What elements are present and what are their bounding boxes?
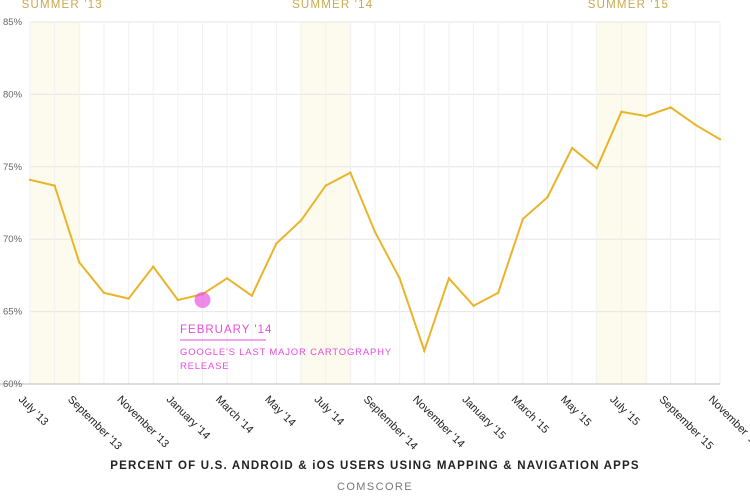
data-point <box>398 277 401 280</box>
chart-source: COMSCORE <box>337 481 413 493</box>
y-tick-label: 60% <box>3 379 23 390</box>
data-point <box>78 261 81 264</box>
season-label-1: SUMMER '13 <box>22 0 103 11</box>
x-tick-label: July '13 <box>16 394 51 429</box>
x-tick-label: March '15 <box>509 394 551 436</box>
data-series <box>28 106 722 354</box>
season-label-2: SUMMER '14 <box>292 0 373 11</box>
annotation-text-line: GOOGLE'S LAST MAJOR CARTOGRAPHY <box>180 347 392 358</box>
y-tick-label: 70% <box>3 234 23 245</box>
chart-title: PERCENT OF U.S. ANDROID & iOS USERS USIN… <box>110 460 640 472</box>
data-point <box>447 277 451 280</box>
data-point <box>102 291 106 294</box>
annotation-text-line: RELEASE <box>180 361 229 372</box>
data-point <box>595 167 598 170</box>
x-tick-label: May '14 <box>262 394 297 429</box>
data-point <box>644 114 648 118</box>
y-tick-label: 75% <box>3 162 23 173</box>
gridlines <box>0 21 721 385</box>
data-point <box>521 217 525 221</box>
data-point <box>225 277 229 280</box>
season-label-3: SUMMER '15 <box>588 0 669 11</box>
annotation-marker <box>194 292 211 309</box>
data-point <box>324 184 327 187</box>
data-point <box>423 349 426 352</box>
x-tick-label: January '14 <box>164 394 212 442</box>
y-tick-label: 85% <box>3 17 23 28</box>
season-labels: SUMMER '13 SUMMER '14 SUMMER '15 <box>22 0 669 11</box>
x-tick-label: March '14 <box>213 394 255 436</box>
y-axis: 60% 65% 70% 75% 80% 85% <box>3 17 23 390</box>
data-point <box>694 123 697 127</box>
data-point <box>275 242 278 245</box>
data-point <box>497 291 500 294</box>
x-tick-label: July '14 <box>312 394 347 429</box>
data-point <box>620 110 623 113</box>
annotation: FEBRUARY '14 GOOGLE'S LAST MAJOR CARTOGRA… <box>180 292 392 372</box>
x-tick-label: January '15 <box>459 394 507 442</box>
data-point <box>349 171 352 174</box>
data-point <box>152 265 155 268</box>
data-point <box>28 178 32 182</box>
data-point <box>250 294 253 297</box>
x-tick-label: May '15 <box>558 394 593 429</box>
data-point <box>373 230 377 234</box>
data-point <box>669 106 672 109</box>
x-tick-label: July '15 <box>607 394 642 429</box>
data-point <box>127 297 130 300</box>
annotation-title: FEBRUARY '14 <box>180 324 272 336</box>
y-tick-label: 80% <box>3 89 23 100</box>
data-point <box>53 184 56 187</box>
data-point <box>718 138 722 141</box>
summer-band-1 <box>30 22 81 384</box>
data-point <box>570 146 574 150</box>
data-point <box>299 219 303 222</box>
data-point <box>472 304 475 308</box>
y-tick-label: 65% <box>3 307 23 318</box>
data-point <box>176 298 180 302</box>
data-point <box>546 196 549 199</box>
summer-shading <box>30 22 648 384</box>
